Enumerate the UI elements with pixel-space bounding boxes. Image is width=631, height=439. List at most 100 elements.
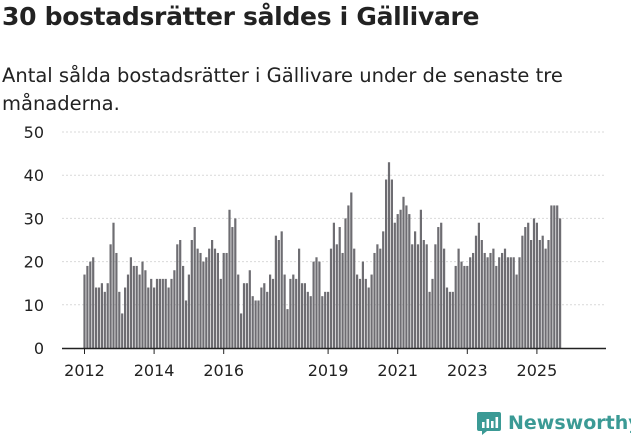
bar <box>518 257 521 348</box>
x-tick-label: 2023 <box>447 361 488 380</box>
bar <box>153 287 156 348</box>
bar <box>118 291 121 348</box>
y-tick-label: 0 <box>34 339 44 358</box>
bar <box>544 248 547 348</box>
bar <box>515 274 518 348</box>
bar <box>492 248 495 348</box>
x-tick-label: 2025 <box>517 361 558 380</box>
bar <box>269 274 272 348</box>
bar <box>414 231 417 348</box>
bar <box>231 227 234 348</box>
bar <box>477 222 480 348</box>
bar <box>501 252 504 348</box>
bar <box>408 214 411 348</box>
bar <box>257 300 260 348</box>
bar <box>271 278 275 348</box>
bar <box>266 291 269 348</box>
bar <box>527 222 530 348</box>
bar <box>376 244 379 348</box>
bar <box>321 296 324 348</box>
bar <box>538 240 541 348</box>
bar <box>135 265 138 348</box>
y-tick-label: 30 <box>24 209 44 228</box>
bar <box>463 265 466 348</box>
bar <box>445 287 449 348</box>
bar <box>486 257 489 348</box>
bar <box>367 287 370 348</box>
bar <box>86 265 89 348</box>
bar <box>448 291 451 348</box>
bar <box>541 235 544 348</box>
bar <box>373 252 376 348</box>
bar <box>341 252 344 348</box>
bar <box>248 270 251 348</box>
bar <box>211 240 214 348</box>
newsworthy-logo-icon <box>477 412 501 435</box>
bar <box>405 205 408 348</box>
bar <box>237 274 240 348</box>
bar <box>434 244 437 348</box>
bar <box>208 248 211 348</box>
y-tick-label: 20 <box>24 253 44 272</box>
bar <box>524 227 527 348</box>
bar <box>242 283 246 348</box>
bar <box>466 265 469 348</box>
bar <box>402 196 405 348</box>
bar <box>182 265 185 348</box>
bar <box>364 278 367 348</box>
bar <box>559 218 562 348</box>
bar <box>382 231 385 348</box>
bar <box>440 222 443 348</box>
bar <box>124 287 127 348</box>
bar <box>509 257 512 348</box>
bar <box>138 274 141 348</box>
chart-subtitle: Antal sålda bostadsrätter i Gällivare un… <box>2 64 563 115</box>
bar <box>530 240 533 348</box>
bar <box>292 274 295 348</box>
bar <box>303 283 306 348</box>
bar <box>553 205 556 348</box>
bar <box>512 257 515 348</box>
bar <box>100 283 103 348</box>
bar <box>390 179 393 348</box>
bar <box>263 283 266 348</box>
bar <box>532 218 536 348</box>
bar <box>379 248 382 348</box>
bar <box>396 214 399 348</box>
bar <box>277 240 280 348</box>
bar <box>347 205 350 348</box>
x-tick-label: 2012 <box>64 361 105 380</box>
bar <box>312 261 315 348</box>
bar <box>547 240 550 348</box>
bar <box>399 209 402 348</box>
bar <box>315 257 318 348</box>
bar <box>437 227 440 348</box>
bar <box>170 278 173 348</box>
bar <box>498 257 501 348</box>
bar <box>222 252 225 348</box>
bar <box>228 209 231 348</box>
bar <box>451 291 454 348</box>
bar <box>141 261 144 348</box>
bar <box>550 205 553 348</box>
bar <box>353 248 356 348</box>
bar <box>240 313 243 348</box>
bar <box>176 244 179 348</box>
bar <box>83 274 86 348</box>
bar <box>495 265 498 348</box>
y-tick-label: 10 <box>24 296 44 315</box>
bar <box>428 291 431 348</box>
bar <box>283 274 286 348</box>
bar <box>289 278 292 348</box>
chart-title: 30 bostadsrätter såldes i Gällivare <box>2 2 480 31</box>
bar <box>202 261 205 348</box>
bar <box>167 287 170 348</box>
bar <box>274 235 277 348</box>
bar <box>454 265 457 348</box>
bar <box>97 287 101 348</box>
bar <box>251 296 254 348</box>
bar <box>103 291 106 348</box>
bar <box>193 227 196 348</box>
bar <box>460 261 463 348</box>
